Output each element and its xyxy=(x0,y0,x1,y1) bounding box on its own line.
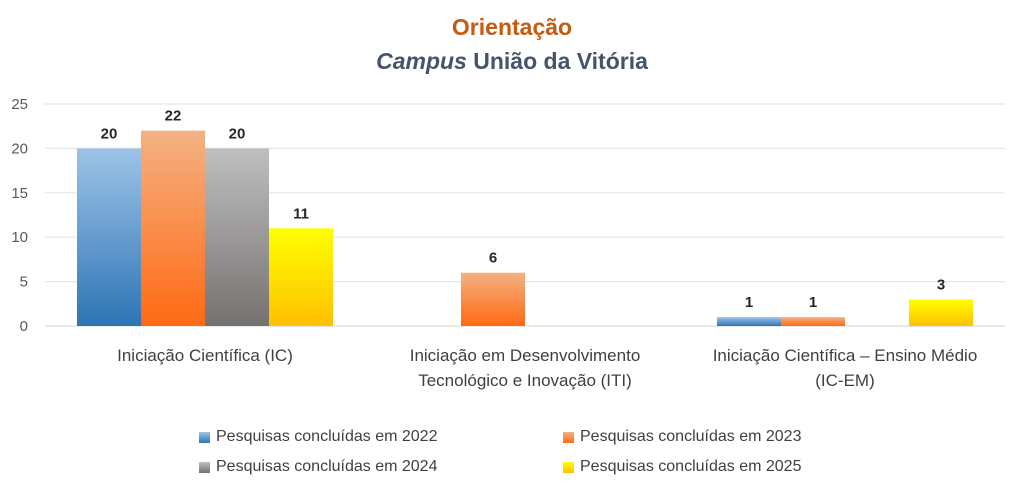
legend-swatch xyxy=(199,461,210,473)
data-label: 20 xyxy=(229,125,246,142)
x-category-label: (IC-EM) xyxy=(815,371,874,390)
bar xyxy=(909,299,973,326)
data-label: 3 xyxy=(937,276,945,293)
data-label: 1 xyxy=(809,294,817,311)
bar xyxy=(269,228,333,326)
bar xyxy=(77,148,141,326)
chart-title: Orientação xyxy=(451,14,573,40)
chart-subtitle: Campus União da Vitória xyxy=(0,48,1024,75)
x-category-label: Iniciação Científica (IC) xyxy=(117,346,293,365)
y-tick-label: 0 xyxy=(20,318,28,335)
legend-label: Pesquisas concluídas em 2024 xyxy=(216,458,438,475)
data-label: 1 xyxy=(745,294,753,311)
x-category-label: Tecnológico e Inovação (ITI) xyxy=(418,371,632,390)
legend-item: Pesquisas concluídas em 2025 xyxy=(563,458,801,476)
bar xyxy=(717,317,781,326)
legend-item: Pesquisas concluídas em 2022 xyxy=(199,428,437,446)
y-tick-label: 20 xyxy=(11,140,28,157)
legend-swatch xyxy=(199,431,210,443)
legend-label: Pesquisas concluídas em 2023 xyxy=(580,428,802,445)
legend-label: Pesquisas concluídas em 2022 xyxy=(216,428,438,445)
bar xyxy=(205,148,269,326)
legend-swatch xyxy=(563,431,574,443)
legend-item: Pesquisas concluídas em 2024 xyxy=(199,458,437,476)
legend-swatch xyxy=(563,461,574,473)
bar xyxy=(141,130,205,326)
data-label: 22 xyxy=(165,108,182,125)
y-tick-label: 25 xyxy=(11,96,28,113)
data-label: 11 xyxy=(293,205,309,222)
data-label: 6 xyxy=(489,250,497,267)
data-label: 20 xyxy=(101,125,118,142)
bar xyxy=(781,317,845,326)
x-category-label: Iniciação em Desenvolvimento xyxy=(410,346,641,365)
chart-subtitle-italic: Campus xyxy=(376,48,467,74)
chart-subtitle-rest: União da Vitória xyxy=(466,48,648,74)
x-category-label: Iniciação Científica – Ensino Médio xyxy=(713,346,978,365)
y-tick-label: 15 xyxy=(11,185,28,202)
y-tick-label: 5 xyxy=(20,274,28,291)
legend-item: Pesquisas concluídas em 2023 xyxy=(563,428,801,446)
y-tick-label: 10 xyxy=(11,229,28,246)
bar xyxy=(461,272,525,326)
legend-label: Pesquisas concluídas em 2025 xyxy=(580,458,802,475)
